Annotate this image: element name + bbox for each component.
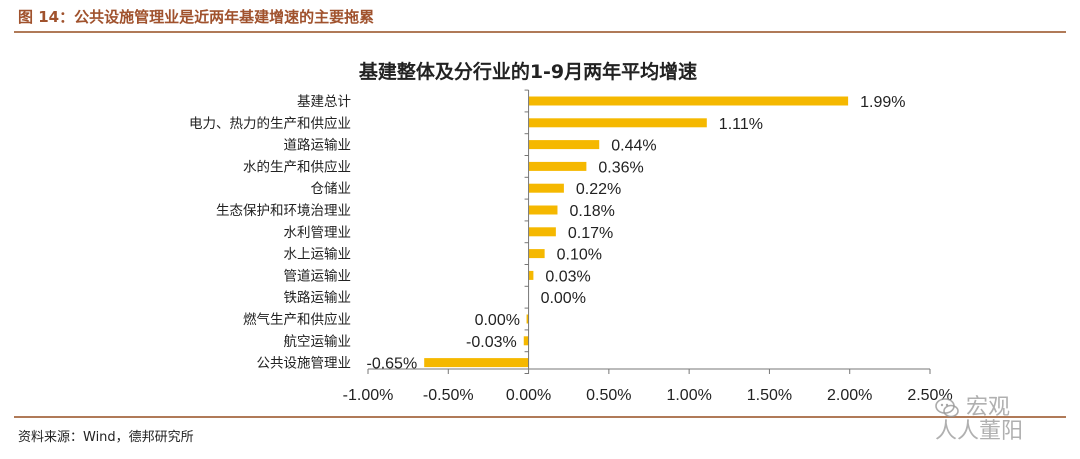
x-tick-label: -1.00%	[343, 387, 394, 404]
category-label: 水上运输业	[284, 247, 352, 263]
x-tick-label: -0.50%	[423, 387, 474, 404]
top-divider	[14, 31, 1066, 33]
bar	[528, 140, 600, 150]
x-tick-label: 1.00%	[666, 387, 711, 404]
watermark: 宏观 人人董阳	[935, 396, 1075, 444]
watermark-line1: 宏观	[966, 395, 1011, 420]
category-label: 生态保护和环境治理业	[216, 203, 351, 219]
bar	[528, 270, 534, 280]
bars-layer: 1.99% 1.11% 0.44% 0.36% 0.22% 0.18% 0.17% 0.10%…	[366, 94, 905, 373]
data-label: -0.03%	[466, 334, 517, 351]
bar	[526, 314, 529, 324]
source-note: 资料来源：Wind，德邦研究所	[18, 430, 194, 445]
bar	[528, 96, 849, 106]
data-label: 1.11%	[719, 116, 763, 133]
category-label: 道路运输业	[284, 138, 352, 154]
category-label: 管道运输业	[284, 268, 352, 284]
chat-bubble-icon	[935, 397, 959, 419]
category-label: 仓储业	[311, 181, 352, 197]
x-tick-label: 0.50%	[586, 387, 631, 404]
bar	[528, 161, 587, 171]
data-label: 0.10%	[557, 247, 602, 264]
bar	[528, 227, 556, 237]
data-label: 1.99%	[860, 94, 905, 111]
x-tick-label: 1.50%	[747, 387, 792, 404]
category-label: 水的生产和供应业	[243, 158, 351, 175]
chart-title: 基建整体及分行业的1-9月两年平均增速	[358, 60, 697, 83]
bar	[528, 205, 558, 215]
bar	[528, 249, 545, 259]
bar	[424, 358, 529, 368]
category-label: 基建总计	[297, 93, 351, 110]
x-tick-label: 0.00%	[506, 387, 551, 404]
category-label: 铁路运输业	[284, 290, 352, 306]
data-label: 0.36%	[598, 159, 643, 176]
category-label: 航空运输业	[284, 334, 352, 350]
figure-title: 图 14：公共设施管理业是近两年基建增速的主要拖累	[18, 8, 375, 26]
data-label: 0.00%	[475, 312, 520, 329]
category-label: 电力、热力的生产和供应业	[189, 115, 351, 132]
x-tick-label: 2.00%	[827, 387, 872, 404]
category-label: 公共设施管理业	[257, 356, 352, 372]
data-label: 0.18%	[569, 203, 614, 220]
category-label: 水利管理业	[284, 225, 352, 241]
bar	[528, 183, 564, 193]
data-label: 0.22%	[576, 181, 621, 198]
data-label: 0.03%	[545, 268, 590, 285]
data-label: 0.17%	[568, 225, 613, 242]
data-label: 0.44%	[611, 138, 656, 155]
bar	[528, 118, 707, 128]
bottom-divider	[14, 416, 1066, 418]
data-label: -0.65%	[366, 356, 417, 373]
category-label: 燃气生产和供应业	[243, 311, 351, 328]
data-label: 0.00%	[541, 290, 586, 307]
watermark-line2: 人人董阳	[935, 419, 1024, 444]
axis-layer: 基建总计电力、热力的生产和供应业道路运输业水的生产和供应业仓储业生态保护和环境治…	[189, 89, 953, 404]
bar	[523, 336, 529, 346]
